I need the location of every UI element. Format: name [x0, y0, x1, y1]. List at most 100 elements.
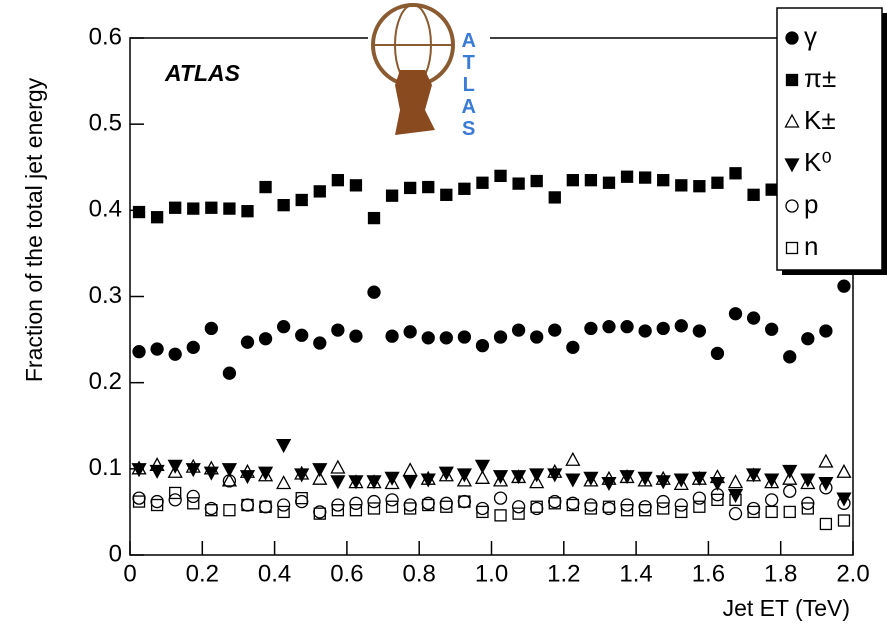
legend-marker	[785, 199, 799, 213]
point	[711, 176, 724, 189]
point	[548, 323, 562, 337]
point	[186, 489, 200, 504]
point	[745, 468, 762, 483]
point	[295, 328, 309, 342]
atlas-logo: ATLAS	[368, 0, 490, 140]
point	[222, 474, 237, 488]
point	[402, 475, 418, 490]
point	[475, 501, 490, 516]
point	[276, 439, 292, 454]
x-axis-title: Jet ET (TeV)	[723, 595, 850, 621]
point	[330, 459, 346, 474]
point	[349, 504, 363, 517]
point	[530, 174, 543, 188]
point	[818, 453, 834, 468]
point	[385, 189, 399, 202]
point	[132, 491, 146, 505]
legend-label: K±	[804, 105, 836, 135]
point	[294, 468, 310, 483]
point	[692, 491, 707, 505]
legend: γ π± K± K⁰ pn	[776, 7, 887, 275]
point	[331, 323, 345, 337]
point	[223, 504, 236, 517]
point	[456, 472, 472, 487]
legend-marker	[784, 158, 800, 173]
point	[637, 471, 653, 486]
point	[384, 475, 400, 490]
point	[150, 494, 164, 509]
point	[494, 509, 507, 522]
point	[404, 502, 417, 515]
point	[620, 320, 634, 334]
point	[313, 185, 326, 198]
point	[602, 320, 616, 334]
point	[439, 331, 453, 345]
legend-label: K⁰	[804, 147, 832, 177]
point	[258, 500, 273, 514]
point	[819, 481, 833, 495]
point	[729, 493, 742, 507]
point	[492, 472, 509, 487]
point	[693, 180, 706, 193]
y-tick-label: 0	[109, 540, 122, 567]
point	[367, 211, 381, 225]
point	[458, 182, 471, 195]
point	[657, 174, 670, 187]
point	[367, 285, 381, 299]
point	[295, 491, 308, 505]
point	[295, 193, 308, 207]
logo-figure	[395, 70, 435, 135]
point	[602, 176, 616, 189]
point	[149, 464, 165, 479]
point	[240, 335, 255, 349]
point	[132, 205, 146, 219]
point	[276, 320, 291, 334]
point	[800, 473, 816, 488]
atlas-label: ATLAS	[164, 60, 241, 86]
point	[456, 468, 472, 483]
x-tick-label: 0	[123, 560, 136, 587]
point	[385, 500, 399, 513]
point	[783, 350, 797, 364]
point	[349, 496, 363, 510]
point	[187, 497, 200, 510]
point	[801, 332, 815, 346]
point	[205, 201, 218, 214]
point	[438, 466, 454, 481]
point	[132, 344, 146, 359]
point	[167, 459, 183, 474]
x-tick-label: 0.2	[186, 560, 219, 587]
point	[709, 476, 726, 491]
point	[566, 498, 579, 512]
point	[367, 494, 381, 509]
y-tick-label: 0.5	[89, 110, 122, 137]
point	[276, 475, 292, 490]
point	[511, 323, 526, 337]
point	[819, 324, 833, 338]
point	[782, 464, 798, 479]
point	[548, 497, 561, 510]
point	[819, 517, 833, 531]
point	[529, 468, 545, 483]
point	[402, 462, 418, 477]
point	[836, 463, 852, 478]
point	[493, 330, 508, 344]
point	[583, 471, 599, 486]
point	[566, 340, 580, 354]
point	[566, 174, 579, 187]
point	[710, 346, 725, 361]
point	[638, 500, 652, 514]
point	[312, 463, 328, 478]
point	[150, 498, 164, 512]
point	[167, 463, 183, 478]
point	[476, 505, 489, 519]
point	[638, 171, 652, 184]
point	[187, 202, 200, 215]
point	[692, 324, 707, 338]
point	[257, 466, 274, 481]
legend-label: p	[804, 189, 818, 219]
point	[783, 484, 797, 498]
point	[132, 495, 146, 508]
point	[349, 329, 363, 343]
